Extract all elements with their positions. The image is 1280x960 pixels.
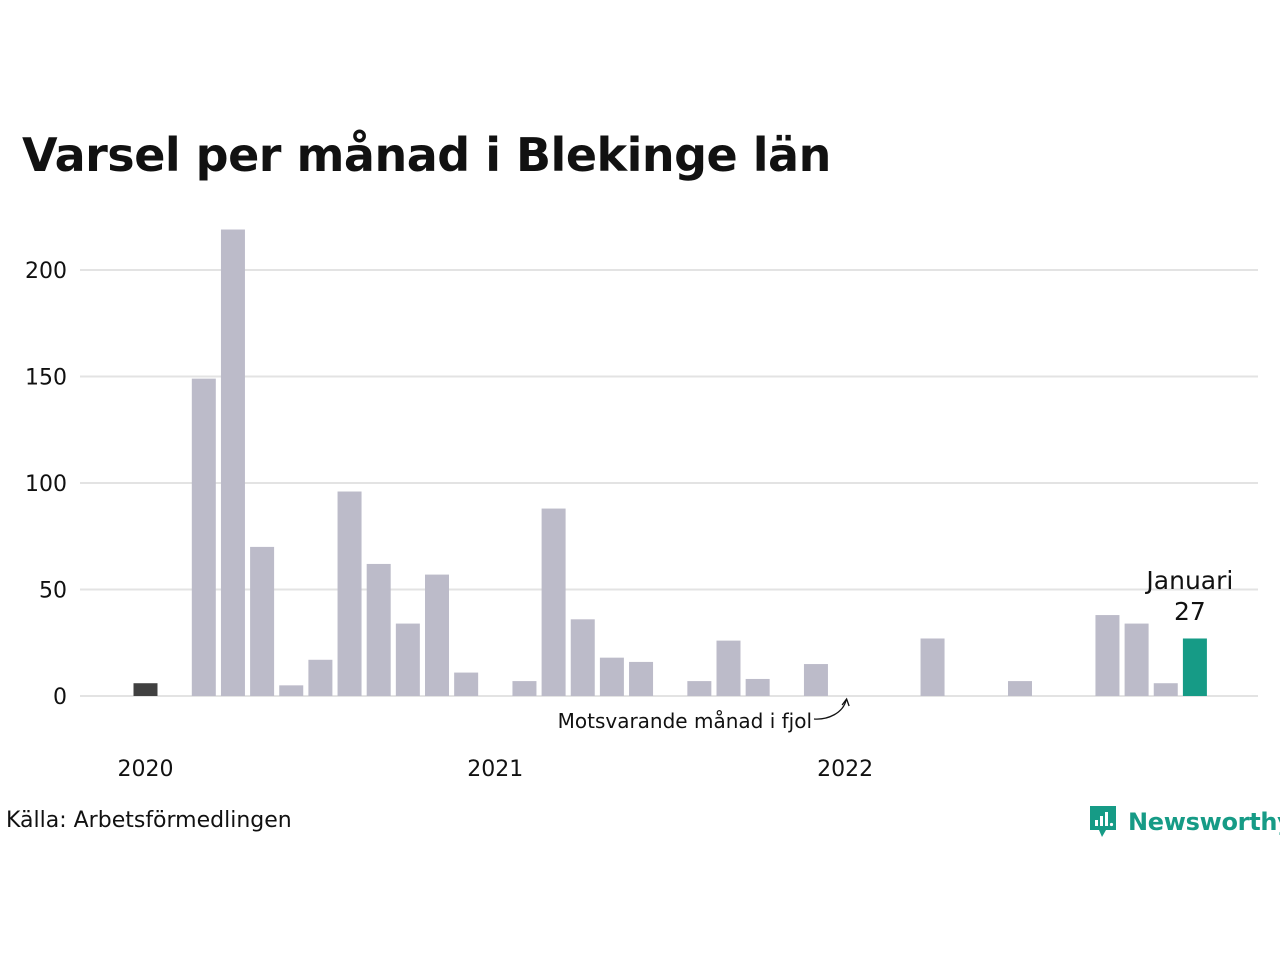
current-value-label: 27 xyxy=(1174,597,1206,626)
bar xyxy=(687,681,712,696)
annotation-arrowhead xyxy=(841,697,850,707)
annotation-arrow xyxy=(813,699,847,720)
bar xyxy=(133,683,158,696)
bar xyxy=(599,657,624,696)
bar xyxy=(250,546,275,696)
brand-logo: Newsworthy xyxy=(1088,804,1280,840)
brand-name: Newsworthy xyxy=(1128,808,1280,836)
bar xyxy=(191,378,216,696)
bar xyxy=(920,638,945,696)
x-tick-label: 2020 xyxy=(118,757,174,782)
bar xyxy=(629,661,654,696)
y-axis-ticks: 0 50 100 150 200 xyxy=(25,259,67,710)
annotation-text: Motsvarande månad i fjol xyxy=(558,709,812,733)
bar xyxy=(570,619,595,696)
bar xyxy=(1124,623,1149,696)
bar xyxy=(425,574,449,696)
bar xyxy=(1153,683,1178,696)
bar xyxy=(716,640,741,696)
grid-lines xyxy=(80,269,1258,697)
bar xyxy=(395,623,420,696)
x-tick-label: 2022 xyxy=(817,757,873,782)
current-month-label: Januari xyxy=(1144,566,1233,595)
bar xyxy=(745,678,770,696)
bar xyxy=(366,563,391,696)
newsworthy-logo-icon xyxy=(1090,806,1116,837)
bar xyxy=(337,491,362,696)
bar xyxy=(454,672,479,696)
x-axis-year-labels: 2020 2021 2022 xyxy=(118,757,874,782)
bar xyxy=(220,229,245,696)
y-tick-label: 50 xyxy=(39,579,67,604)
y-tick-label: 100 xyxy=(25,472,67,497)
bar xyxy=(308,659,333,696)
y-tick-label: 150 xyxy=(25,366,67,391)
bar xyxy=(1008,681,1032,696)
y-tick-label: 0 xyxy=(53,685,67,710)
bar xyxy=(279,685,304,696)
source-note: Källa: Arbetsförmedlingen xyxy=(6,808,292,833)
bar xyxy=(541,508,566,696)
bar xyxy=(803,664,828,696)
bars xyxy=(133,229,1207,696)
bar xyxy=(1182,638,1207,696)
x-tick-label: 2021 xyxy=(467,757,523,782)
bar xyxy=(512,681,537,696)
y-tick-label: 200 xyxy=(25,259,67,284)
chart-title: Varsel per månad i Blekinge län xyxy=(22,128,831,182)
bar xyxy=(1095,615,1120,696)
